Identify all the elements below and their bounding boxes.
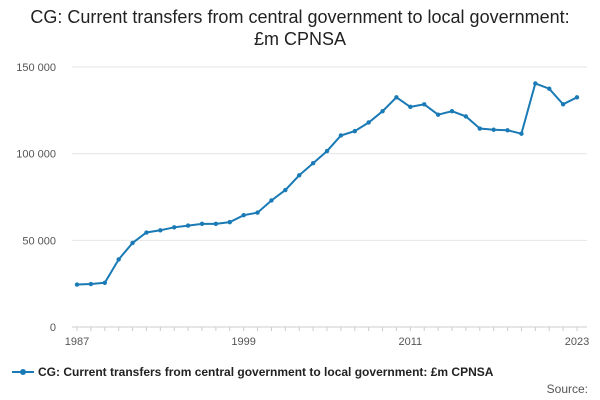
x-axis: 1987 1999 2011 2023	[65, 326, 589, 348]
data-point[interactable]	[185, 223, 191, 228]
data-point[interactable]	[449, 109, 455, 114]
data-point[interactable]	[394, 95, 399, 100]
data-point[interactable]	[491, 127, 496, 132]
data-point[interactable]	[324, 148, 330, 154]
x-tick-label: 1987	[65, 336, 89, 348]
x-tick-label: 2023	[565, 336, 589, 348]
y-tick-label: 150 000	[16, 62, 56, 74]
gridlines	[72, 66, 587, 328]
y-tick-label: 0	[50, 322, 56, 334]
data-point[interactable]	[533, 81, 538, 86]
data-point[interactable]	[408, 104, 413, 110]
data-point[interactable]	[463, 114, 469, 119]
legend-label: CG: Current transfers from central gover…	[38, 365, 494, 379]
legend-swatch	[12, 366, 34, 378]
data-point[interactable]	[366, 120, 371, 125]
y-tick-label: 100 000	[16, 149, 56, 161]
data-point[interactable]	[158, 228, 163, 233]
data-point[interactable]	[130, 240, 135, 246]
data-point[interactable]	[241, 213, 246, 218]
data-point[interactable]	[74, 282, 80, 287]
data-point[interactable]	[380, 109, 385, 114]
data-point[interactable]	[144, 230, 149, 235]
data-point[interactable]	[172, 225, 177, 230]
y-tick-label: 50 000	[22, 235, 56, 247]
data-point[interactable]	[199, 221, 205, 227]
data-point[interactable]	[477, 126, 482, 131]
chart-title: CG: Current transfers from central gover…	[30, 7, 570, 49]
data-point[interactable]	[310, 161, 316, 166]
y-axis: 0 50 000 100 000 150 000	[16, 62, 56, 334]
source-label: Source:	[546, 382, 588, 396]
data-point[interactable]	[269, 198, 274, 203]
data-point[interactable]	[102, 280, 107, 285]
data-point[interactable]	[352, 128, 357, 134]
data-point[interactable]	[116, 257, 121, 262]
data-point[interactable]	[422, 102, 427, 107]
data-point[interactable]	[519, 131, 524, 136]
data-point[interactable]	[255, 210, 260, 215]
legend[interactable]: CG: Current transfers from central gover…	[12, 365, 493, 379]
data-point[interactable]	[560, 102, 566, 107]
data-point[interactable]	[435, 112, 441, 117]
data-point[interactable]	[283, 187, 288, 193]
data-point[interactable]	[88, 281, 94, 287]
data-point[interactable]	[227, 219, 232, 225]
x-tick-label: 2011	[399, 336, 423, 348]
data-point[interactable]	[547, 86, 552, 91]
data-point[interactable]	[213, 221, 219, 227]
data-point[interactable]	[338, 133, 344, 138]
data-point[interactable]	[505, 128, 510, 133]
x-tick-label: 1999	[231, 336, 255, 348]
series-line	[76, 82, 578, 286]
data-point[interactable]	[574, 95, 580, 100]
data-point[interactable]	[297, 173, 302, 178]
series-group	[74, 81, 580, 287]
